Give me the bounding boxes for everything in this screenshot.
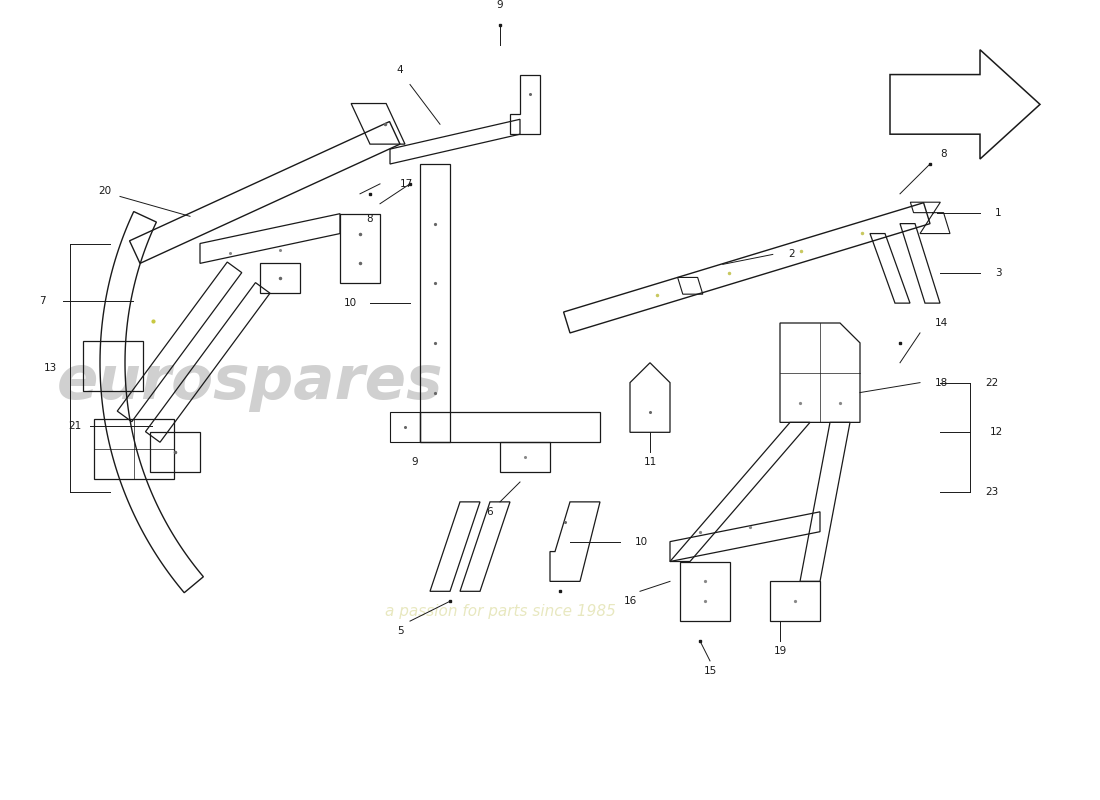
- Text: 17: 17: [400, 179, 414, 189]
- Text: 9: 9: [411, 457, 418, 467]
- Text: 11: 11: [644, 457, 657, 467]
- Text: 9: 9: [497, 0, 504, 10]
- Text: 15: 15: [703, 666, 716, 676]
- Text: 12: 12: [990, 427, 1003, 438]
- Text: 5: 5: [397, 626, 404, 636]
- Text: 14: 14: [935, 318, 948, 328]
- Text: 8: 8: [940, 149, 947, 159]
- Text: 10: 10: [343, 298, 356, 308]
- Text: 2: 2: [788, 250, 794, 259]
- Text: eurospares: eurospares: [57, 353, 443, 412]
- Text: 21: 21: [68, 421, 81, 431]
- Text: 19: 19: [773, 646, 786, 656]
- Text: 10: 10: [635, 537, 648, 546]
- Text: 7: 7: [40, 296, 46, 306]
- Text: 22: 22: [984, 378, 999, 388]
- Text: 20: 20: [98, 186, 111, 197]
- Text: 8: 8: [366, 214, 373, 224]
- Text: 1: 1: [996, 208, 1002, 218]
- Text: 18: 18: [935, 378, 948, 388]
- Text: 6: 6: [486, 507, 493, 517]
- Text: a passion for parts since 1985: a passion for parts since 1985: [385, 604, 615, 618]
- Text: 4: 4: [397, 65, 404, 74]
- Text: 3: 3: [996, 268, 1002, 278]
- Text: 13: 13: [43, 362, 56, 373]
- Text: 16: 16: [624, 596, 637, 606]
- Text: 23: 23: [984, 487, 999, 497]
